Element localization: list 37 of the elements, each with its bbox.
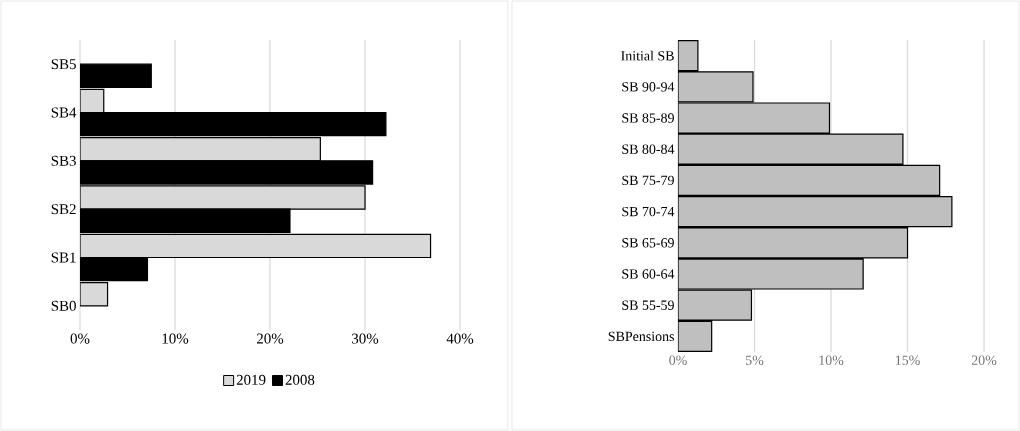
bar [678, 227, 909, 259]
y-tick-label: SBPensions [608, 331, 674, 342]
y-tick-label: SB0 [51, 300, 76, 311]
bar [678, 71, 754, 103]
x-tick-label: 15% [895, 355, 920, 365]
bar [678, 102, 831, 134]
x-tick-label: 10% [162, 333, 189, 344]
y-tick-label: SB 60-64 [622, 269, 675, 279]
x-tick-label: 40% [446, 333, 474, 344]
bar [678, 289, 753, 321]
bar [678, 258, 864, 290]
x-tick-label: 10% [819, 355, 844, 365]
y-tick-label: SB 65-69 [622, 238, 674, 248]
y-tick-label: SB 80-84 [622, 144, 675, 154]
x-tick-label: 5% [746, 355, 764, 365]
y-tick-label: SB 55-59 [622, 300, 674, 310]
legend-label: 2008 [285, 374, 315, 385]
bar [678, 133, 904, 165]
y-tick-label: SB5 [51, 59, 76, 70]
x-tick-label: 0% [70, 333, 90, 344]
y-tick-label: SB 90-94 [622, 82, 675, 92]
bar [678, 196, 953, 228]
bar [678, 164, 941, 196]
y-tick-label: SB 85-89 [622, 113, 674, 123]
y-tick-label: SB4 [51, 107, 77, 118]
y-tick-label: SB 70-74 [622, 206, 675, 217]
x-tick-label: 20% [256, 333, 284, 344]
y-tick-label: SB2 [51, 204, 76, 215]
x-tick-label: 0% [669, 355, 687, 365]
y-tick-label: SB 75-79 [622, 175, 674, 186]
y-tick-label: Initial SB [621, 50, 674, 61]
x-tick-label: 30% [352, 333, 379, 344]
bar [678, 320, 713, 352]
y-tick-label: SB3 [51, 155, 76, 166]
legend-label: 2019 [236, 374, 266, 385]
x-tick-label: 20% [971, 355, 997, 365]
y-tick-label: SB1 [51, 252, 76, 263]
